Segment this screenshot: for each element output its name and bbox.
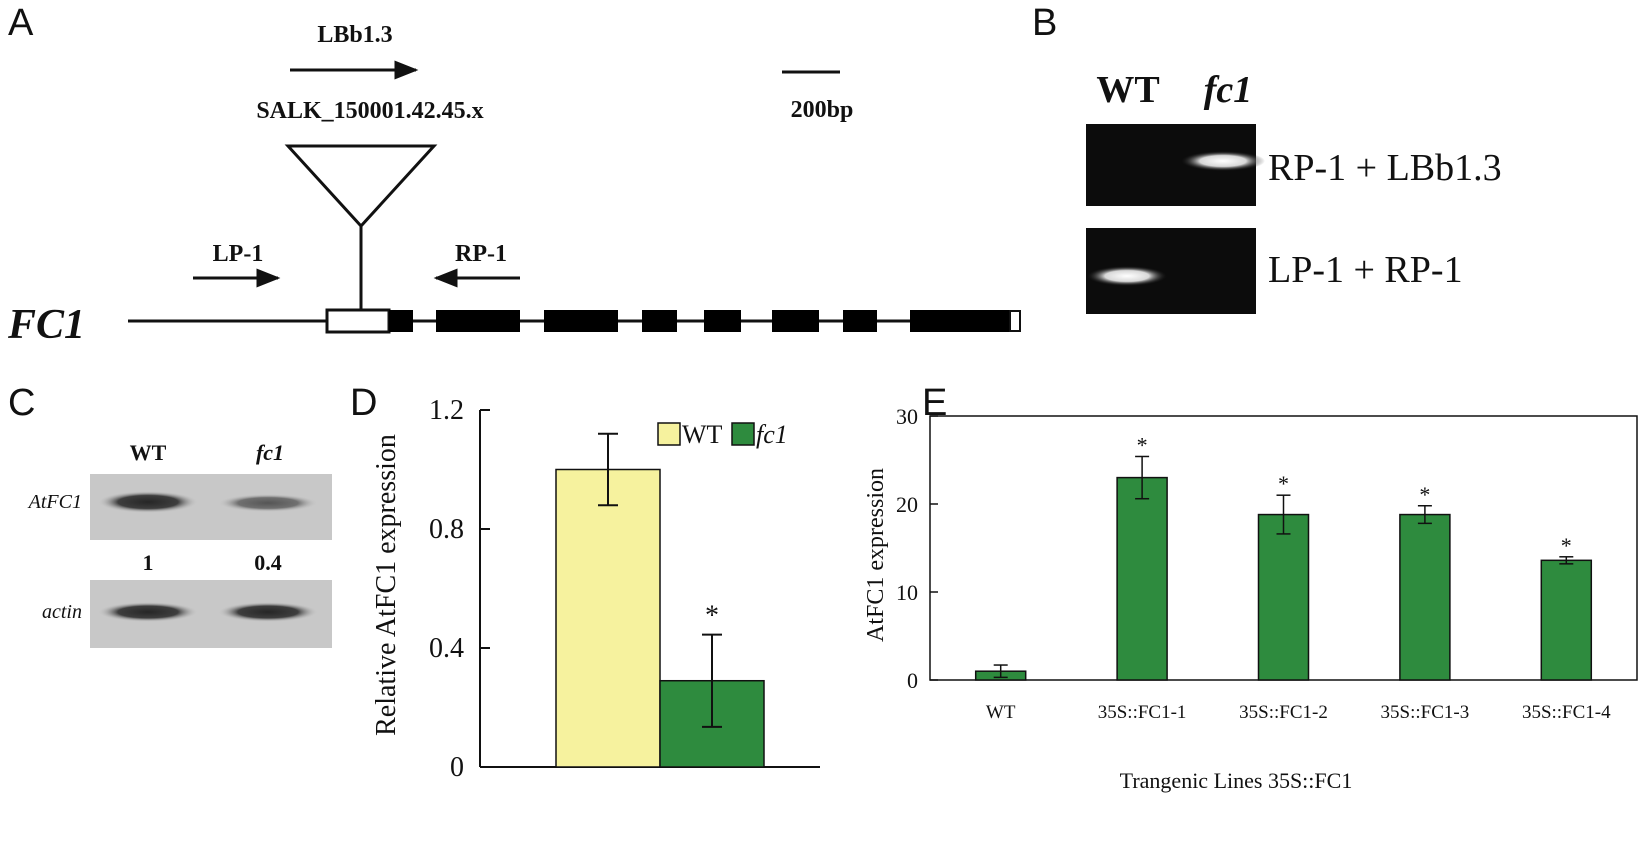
gel-c-row1-band-wt <box>98 491 198 513</box>
panel-b-genotyping-gel: WT fc1 RP-1 + LBb1.3 LP-1 + RP-1 <box>1086 69 1502 314</box>
chart-d-bar-0 <box>555 468 661 768</box>
exon-6 <box>772 310 819 332</box>
exon-3 <box>544 310 618 332</box>
panel-a-gene-diagram: LBb1.3 SALK_150001.42.45.x 200bp LP-1 RP… <box>7 22 1021 348</box>
chart-e-xtick-label-0: WT <box>986 702 1016 723</box>
chart-d-legend: WT fc1 <box>657 420 788 449</box>
panel-letter-b: B <box>1032 2 1058 44</box>
chart-e-bar-4 <box>1540 559 1593 681</box>
right-primer-label: RP-1 <box>455 241 507 267</box>
panel-letter-e: E <box>922 382 948 424</box>
chart-e: AtFC1 expression 0 10 20 30 WT *35S::FC1-1 *3… <box>863 404 1638 793</box>
chart-d-legend-swatch-fc1 <box>731 422 755 446</box>
chart-e-xtick-label-1: 35S::FC1-1 <box>1098 702 1187 723</box>
chart-d-ylabel: Relative AtFC1 expression <box>371 434 402 736</box>
left-primer-label: LP-1 <box>213 241 264 267</box>
exon-5 <box>704 310 741 332</box>
chart-e-xtick-label-4: 35S::FC1-4 <box>1522 702 1611 723</box>
exon-2 <box>436 310 520 332</box>
gel-c-ratio-wt: 1 <box>143 550 154 575</box>
chart-e-ytick-label-2: 20 <box>896 492 918 517</box>
chart-d: Relative AtFC1 expression 0 0.4 0.8 1.2 * W… <box>371 395 820 783</box>
chart-e-bar-2 <box>1257 513 1310 681</box>
tdna-primer-label: LBb1.3 <box>317 22 392 48</box>
exon-1 <box>389 310 413 332</box>
chart-d-ytick-label-3: 1.2 <box>429 395 464 426</box>
scale-bar-label: 200bp <box>791 97 854 123</box>
gel-b-col-mut: fc1 <box>1204 69 1253 111</box>
chart-e-ytick-label-0: 0 <box>907 668 918 693</box>
chart-e-significance-3: * <box>1419 482 1430 507</box>
chart-e-significance-2: * <box>1278 471 1289 496</box>
gel-c-row2-label: actin <box>42 601 82 623</box>
chart-e-ytick-label-1: 10 <box>896 580 918 605</box>
gel-c-col-mut: fc1 <box>256 440 284 465</box>
gel-b-row2-label: LP-1 + RP-1 <box>1268 249 1463 291</box>
chart-e-ylabel: AtFC1 expression <box>863 468 889 642</box>
chart-e-xlabel: Trangenic Lines 35S::FC1 <box>1120 768 1353 793</box>
exon-4 <box>642 310 677 332</box>
exon-7 <box>843 310 877 332</box>
chart-d-ytick-label-2: 0.8 <box>429 514 464 545</box>
chart-e-bar-1 <box>1116 476 1168 681</box>
panel-letter-a: A <box>8 2 34 44</box>
gel-c-row1-band-mut <box>218 494 318 512</box>
chart-e-significance-4: * <box>1561 533 1572 558</box>
gene-name-label: FC1 <box>7 302 85 348</box>
tdna-line-label: SALK_150001.42.45.x <box>256 98 483 124</box>
utr-5-box <box>325 308 391 334</box>
chart-e-ytick-label-3: 30 <box>896 404 918 429</box>
gel-b-row1-label: RP-1 + LBb1.3 <box>1268 147 1502 189</box>
chart-d-legend-swatch-wt <box>657 422 681 446</box>
chart-d-ytick-label-0: 0 <box>450 752 464 783</box>
chart-d-legend-label-fc1: fc1 <box>756 420 788 449</box>
gel-c-row1-label: AtFC1 <box>27 491 82 513</box>
chart-e-xtick-label-3: 35S::FC1-3 <box>1381 702 1470 723</box>
utr-3-box <box>1009 310 1021 332</box>
panel-letter-c: C <box>8 382 36 424</box>
chart-e-xtick-label-2: 35S::FC1-2 <box>1239 702 1328 723</box>
chart-d-significance-1: * <box>705 601 719 632</box>
gel-c-col-wt: WT <box>130 440 167 465</box>
chart-e-bar-3 <box>1399 513 1451 681</box>
gel-b-col-wt: WT <box>1096 69 1159 111</box>
tdna-insertion-triangle <box>284 144 438 229</box>
gel-c-row2-band-mut <box>218 602 318 622</box>
panel-letter-d: D <box>350 382 378 424</box>
gel-c-ratio-mut: 0.4 <box>254 550 282 575</box>
panel-c-rtpcr-gel: WT fc1 AtFC1 1 0.4 actin <box>27 440 332 648</box>
exon-8 <box>910 310 1010 332</box>
gel-b-row1-band-mut <box>1181 151 1265 171</box>
chart-d-legend-label-wt: WT <box>682 420 723 449</box>
gel-b-row2-band-wt <box>1087 266 1167 286</box>
chart-e-significance-1: * <box>1137 432 1148 457</box>
gel-c-row2-band-wt <box>98 602 198 622</box>
chart-d-ytick-label-1: 0.4 <box>429 633 464 664</box>
